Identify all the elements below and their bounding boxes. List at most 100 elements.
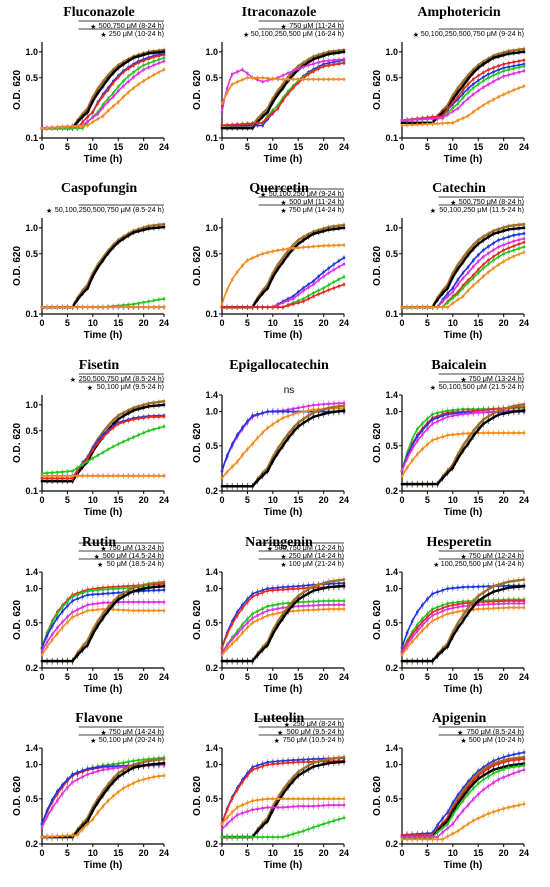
data-point [446,283,449,286]
data-point [426,619,429,622]
data-point [45,645,49,649]
data-point [236,123,239,126]
data-point [276,419,280,423]
data-point [266,469,269,473]
data-point [497,64,500,68]
y-tick-label: 0.1 [25,133,38,143]
data-point [61,125,64,129]
data-point [157,589,161,592]
data-point [142,63,145,67]
data-point [50,659,54,663]
data-point [56,616,59,620]
data-point [405,646,409,650]
data-point [236,659,239,663]
data-point [147,429,150,432]
data-point [421,624,424,627]
data-point [281,256,285,259]
data-point [482,422,485,426]
data-point [76,474,79,478]
data-point [157,223,161,227]
data-point [76,469,79,472]
data-point [220,302,224,306]
y-tick-label: 1.0 [25,223,38,233]
data-point [517,51,521,54]
x-tick-label: 0 [399,318,404,328]
data-point [45,634,49,638]
data-point [471,585,475,589]
data-point [471,411,475,415]
y-tick-label: 0.5 [205,618,218,628]
data-point [477,411,480,414]
data-point [297,81,300,85]
data-point [96,91,100,95]
data-point [276,263,280,266]
data-point [281,588,285,591]
data-point [436,298,439,301]
data-point [76,613,79,617]
y-tick-label: 0.5 [25,618,38,628]
data-point [492,74,495,77]
x-tick-label: 15 [473,495,483,505]
data-point [246,305,249,309]
data-point [162,68,166,71]
data-point [502,226,505,229]
data-point [451,272,455,275]
data-point [256,298,259,301]
data-point [332,268,336,271]
data-point [281,78,285,81]
data-point [482,71,485,74]
data-point [466,412,470,415]
data-point [241,426,244,430]
data-point [461,277,465,280]
data-point [317,588,320,591]
y-axis-label: O.D. 620 [12,600,23,640]
data-point [497,263,500,266]
data-point [101,436,105,439]
data-point [400,469,404,473]
y-axis-label: O.D. 620 [12,776,23,816]
data-point [317,289,320,292]
data-point [332,225,336,228]
data-point [477,268,480,271]
data-point [342,58,346,61]
data-point [497,589,500,592]
data-point [451,101,455,104]
data-point [50,624,54,628]
data-point [312,403,315,407]
data-point [142,305,145,309]
x-tick-label: 10 [88,848,98,858]
data-point [482,255,485,259]
data-point [281,602,285,605]
data-point [40,822,44,826]
data-point [101,612,105,616]
x-tick-label: 24 [159,318,169,328]
data-point [246,600,249,604]
data-point [106,252,110,255]
data-point [122,772,125,775]
data-point [446,286,449,290]
data-point [286,410,290,413]
data-point [497,68,500,72]
data-point [266,609,269,612]
data-point [117,474,120,478]
data-point [91,110,95,114]
data-point [426,122,429,126]
data-point [230,305,234,309]
y-tick-label: 0.5 [205,441,218,451]
data-point [45,305,49,309]
y-tick-label: 0.5 [385,249,398,259]
data-point [66,479,69,483]
data-point [431,619,434,623]
data-point [431,482,434,486]
data-point [117,66,120,70]
data-point [302,78,305,81]
data-point [477,63,480,67]
data-point [441,305,444,309]
data-point [441,292,444,295]
x-axis-label: Time (h) [444,154,483,165]
data-point [416,439,419,443]
data-point [40,479,44,483]
significance-star: ★ [413,30,419,39]
data-point [522,584,526,588]
data-point [451,635,455,638]
